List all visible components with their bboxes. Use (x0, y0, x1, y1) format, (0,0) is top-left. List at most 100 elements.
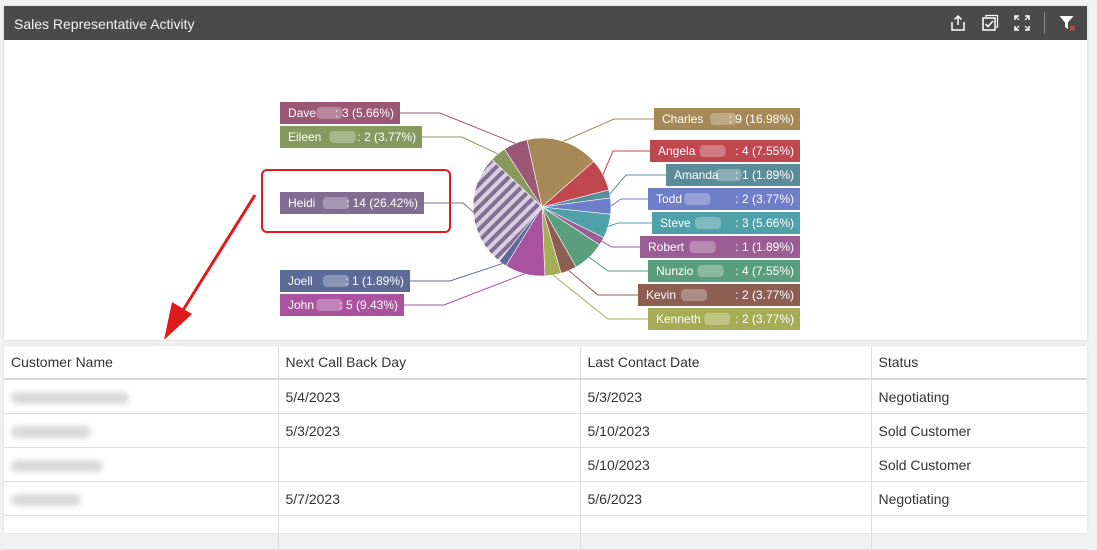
leader-line-charles (563, 118, 654, 142)
leader-line-john (404, 273, 525, 306)
label-value: : 2 (3.77%) (735, 192, 794, 206)
redacted-customer-name (11, 391, 129, 404)
label-name: Angela (658, 144, 696, 158)
data-label-robert: Robert : 1 (1.89%) (640, 236, 800, 258)
label-value: : 2 (3.77%) (735, 288, 794, 302)
label-value: : 14 (26.42%) (346, 196, 418, 210)
table-header-row: Customer Name Next Call Back Day Last Co… (4, 346, 1087, 380)
cell-customer-name (4, 413, 279, 448)
label-value: : 9 (16.98%) (729, 112, 794, 126)
leader-line-steve (608, 222, 652, 227)
label-name: Dave (288, 106, 316, 120)
filter-clear-icon[interactable] (1058, 14, 1076, 32)
cell-customer-name (4, 481, 279, 516)
column-header-status[interactable]: Status (871, 346, 1087, 380)
data-label-amanda: Amanda : 1 (1.89%) (666, 164, 800, 186)
label-name: Robert (648, 240, 685, 254)
cell-last-contact-date: 5/10/2023 (580, 447, 872, 482)
column-header-next-call-back-day[interactable]: Next Call Back Day (278, 346, 581, 380)
leader-line-amanda (609, 174, 666, 195)
pie-slice-heidi[interactable] (472, 159, 543, 262)
pie-slice-charles[interactable] (526, 137, 595, 208)
redacted-customer-name (11, 459, 103, 472)
data-label-nunzio: Nunzio : 4 (7.55%) (648, 260, 800, 282)
export-icon[interactable] (949, 14, 967, 32)
data-label-heidi: Heidi : 14 (26.42%) (280, 192, 424, 214)
label-name: Charles (662, 112, 703, 126)
leader-line-angela (602, 150, 650, 175)
leader-line-robert (601, 240, 640, 248)
cell-last-contact-date: 5/6/2023 (580, 481, 872, 516)
leader-line-heidi (424, 202, 474, 213)
highlight-box (261, 169, 451, 233)
label-value: : 2 (3.77%) (357, 130, 416, 144)
table-row[interactable]: 5/10/2023 Sold Customer (4, 447, 1087, 482)
data-label-kenneth: Kenneth : 2 (3.77%) (648, 308, 800, 330)
cell-status: Negotiating (871, 481, 1087, 516)
expand-icon[interactable] (1013, 14, 1031, 32)
column-header-last-contact-date[interactable]: Last Contact Date (580, 346, 872, 380)
redacted-customer-name (11, 425, 91, 438)
cell-next-call-back-day: 5/3/2023 (278, 413, 581, 448)
label-name: Eileen (288, 130, 321, 144)
label-name: Kevin (646, 288, 676, 302)
header-separator (1044, 12, 1045, 34)
checklist-icon[interactable] (981, 14, 999, 32)
cell-next-call-back-day: 5/4/2023 (278, 379, 581, 414)
cell-status: Sold Customer (871, 447, 1087, 482)
label-name: Steve (660, 216, 691, 230)
label-name: Todd (656, 192, 682, 206)
data-label-dave: Dave : 3 (5.66%) (280, 102, 400, 124)
label-value: : 1 (1.89%) (735, 240, 794, 254)
pie-chart: Charles : 9 (16.98%) Angela : 4 (7.55%) Aman… (280, 102, 800, 330)
pie-slice-dave[interactable] (504, 139, 543, 208)
data-label-todd: Todd : 2 (3.77%) (648, 188, 800, 210)
label-value: : 1 (1.89%) (345, 274, 404, 288)
leader-line-todd (610, 198, 648, 207)
widget-header: Sales Representative Activity (4, 6, 1087, 40)
label-value: : 3 (5.66%) (335, 106, 394, 120)
label-value: : 4 (7.55%) (735, 144, 794, 158)
label-name: Amanda (674, 168, 719, 182)
label-name: Kenneth (656, 312, 701, 326)
cell-next-call-back-day: 5/7/2023 (278, 481, 581, 516)
leader-line-kenneth (552, 274, 648, 320)
label-value: : 1 (1.89%) (735, 168, 794, 182)
label-name: John (288, 298, 314, 312)
column-header-customer-name[interactable]: Customer Name (4, 346, 279, 380)
label-name: Joell (288, 274, 313, 288)
data-label-charles: Charles : 9 (16.98%) (654, 108, 800, 130)
data-label-angela: Angela : 4 (7.55%) (650, 140, 800, 162)
label-value: : 3 (5.66%) (735, 216, 794, 230)
table-row[interactable]: 5/7/2023 5/6/2023 Negotiating (4, 481, 1087, 516)
label-value: : 2 (3.77%) (735, 312, 794, 326)
widget-title: Sales Representative Activity (14, 16, 195, 32)
activity-table: Customer Name Next Call Back Day Last Co… (4, 346, 1087, 550)
cell-last-contact-date: 5/10/2023 (580, 413, 872, 448)
data-label-eileen: Eileen : 2 (3.77%) (280, 126, 422, 148)
leader-line-dave (400, 112, 516, 144)
leader-line-eileen (422, 136, 499, 155)
cell-last-contact-date: 5/3/2023 (580, 379, 872, 414)
table-row[interactable]: 5/4/2023 5/3/2023 Negotiating (4, 379, 1087, 414)
label-name: Heidi (288, 196, 315, 210)
cell-customer-name (4, 379, 279, 414)
leader-line-joell (410, 263, 503, 282)
label-value: : 5 (9.43%) (339, 298, 398, 312)
label-name: Nunzio (656, 264, 694, 278)
cell-customer-name (4, 447, 279, 482)
data-label-steve: Steve : 3 (5.66%) (652, 212, 800, 234)
data-label-joell: Joell : 1 (1.89%) (280, 270, 410, 292)
annotation-arrow (164, 194, 257, 340)
table-row[interactable]: 5/3/2023 5/10/2023 Sold Customer (4, 413, 1087, 448)
redacted-customer-name (11, 493, 81, 506)
chart-widget: Sales Representative Activity (4, 6, 1087, 340)
data-label-kevin: Kevin : 2 (3.77%) (638, 284, 800, 306)
data-label-john: John : 5 (9.43%) (280, 294, 404, 316)
cell-status: Negotiating (871, 379, 1087, 414)
leader-line-nunzio (588, 256, 648, 272)
cell-next-call-back-day (278, 447, 581, 482)
cell-status: Sold Customer (871, 413, 1087, 448)
label-value: : 4 (7.55%) (735, 264, 794, 278)
leader-line-kevin (568, 270, 638, 296)
